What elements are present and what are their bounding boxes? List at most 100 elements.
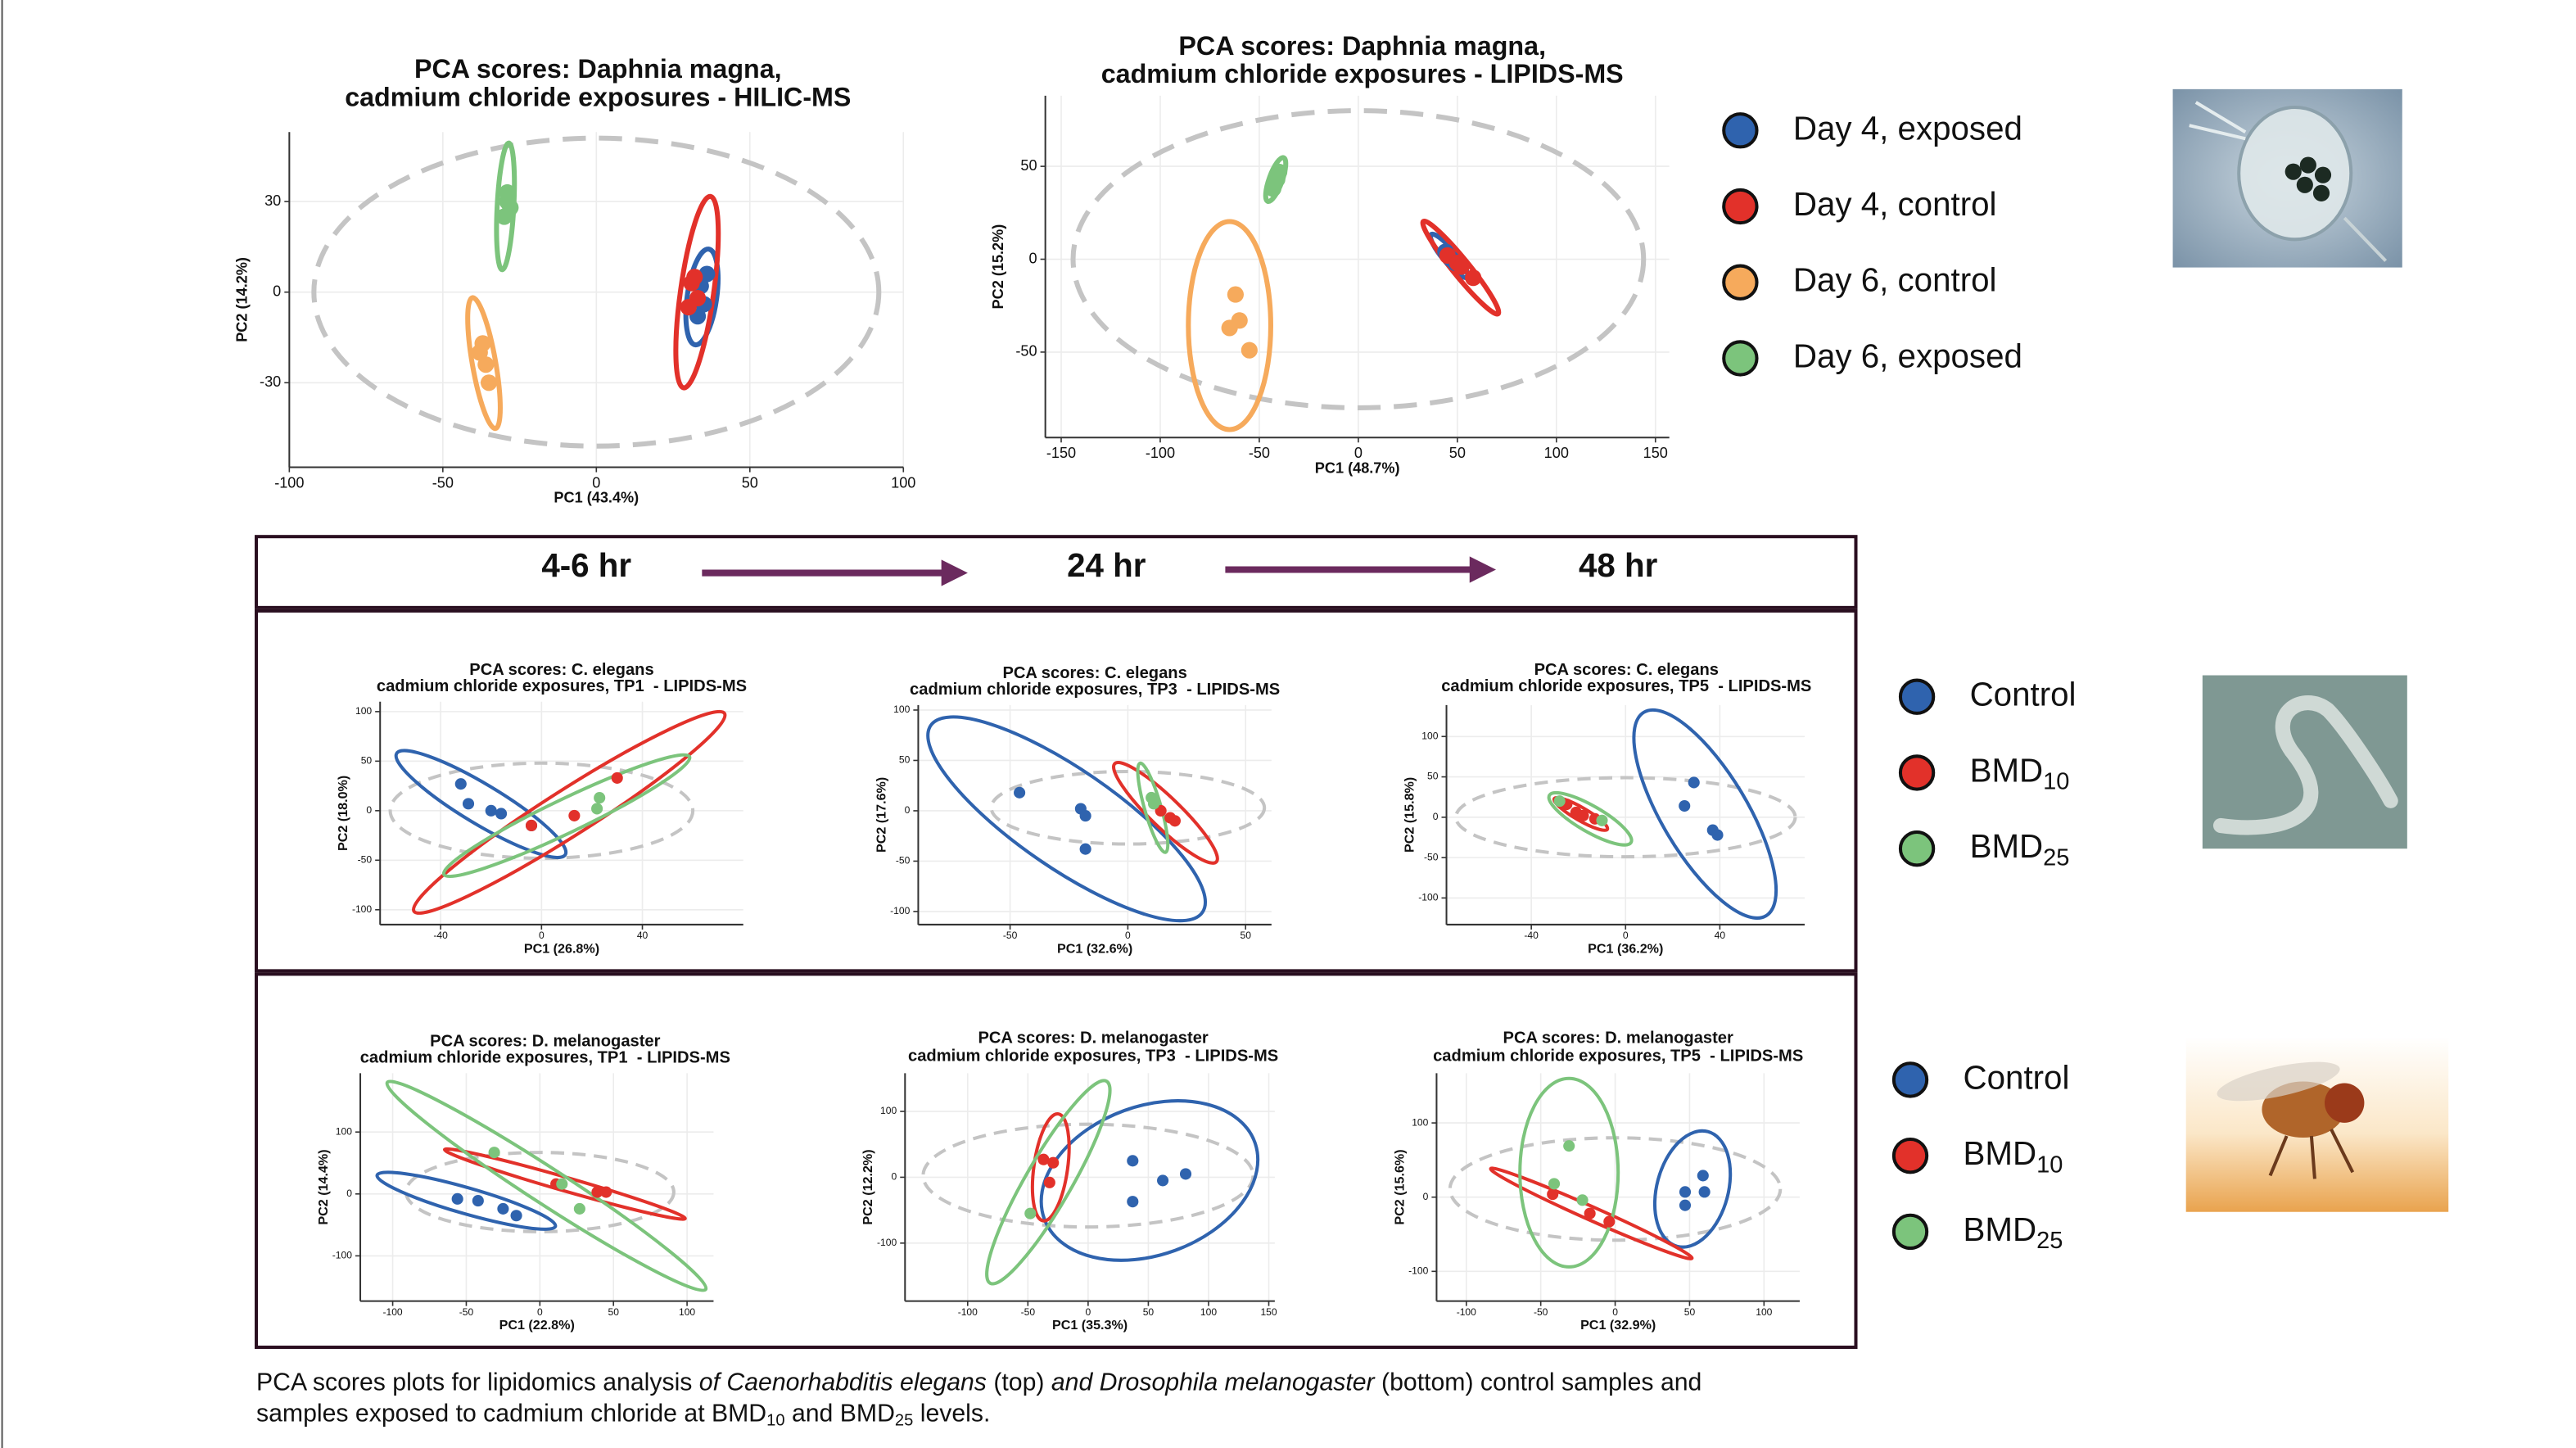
x-tick-label: -50 bbox=[1021, 1306, 1036, 1318]
y-tick-label: -100 bbox=[332, 1250, 352, 1261]
point bbox=[1155, 804, 1167, 817]
x-tick-label: 50 bbox=[1449, 445, 1466, 461]
group-ellipse bbox=[1632, 708, 1778, 920]
point bbox=[1465, 269, 1482, 287]
legend-label: Day 4, exposed bbox=[1793, 110, 2022, 147]
y-tick-label: 100 bbox=[336, 1125, 352, 1137]
point bbox=[1221, 319, 1238, 337]
point bbox=[568, 809, 581, 821]
group-ellipse bbox=[673, 193, 721, 391]
point bbox=[1697, 1170, 1709, 1182]
point bbox=[1679, 799, 1691, 812]
y-tick-label: 30 bbox=[264, 192, 281, 209]
legend-name: Day 4, exposed bbox=[1793, 110, 2022, 147]
x-axis-label: PC1 (36.2%) bbox=[1588, 941, 1663, 956]
reference-ellipse bbox=[388, 761, 695, 860]
point bbox=[556, 1178, 568, 1190]
point bbox=[495, 208, 513, 225]
chart-title: PCA scores: D. melanogaster bbox=[978, 1029, 1208, 1047]
caption-segment: PCA scores plots for lipidomics analysis bbox=[256, 1369, 699, 1396]
chart-title: cadmium chloride exposures, TP1 - LIPIDS… bbox=[360, 1049, 730, 1067]
point bbox=[1584, 1207, 1596, 1219]
x-tick-label: 50 bbox=[1240, 930, 1251, 941]
group-ellipse bbox=[465, 295, 503, 432]
x-tick-label: -40 bbox=[433, 930, 448, 941]
x-tick-label: -100 bbox=[1457, 1306, 1476, 1318]
y-tick-label: 0 bbox=[905, 804, 911, 816]
point bbox=[611, 772, 623, 784]
y-axis-label: PC2 (14.4%) bbox=[316, 1149, 331, 1224]
legend-marker bbox=[1898, 678, 1936, 715]
x-tick-label: -50 bbox=[432, 474, 454, 491]
legend-label: Day 6, control bbox=[1793, 261, 1997, 298]
y-axis-label: PC2 (12.2%) bbox=[861, 1149, 875, 1224]
legend-name: Day 6, exposed bbox=[1793, 337, 2022, 374]
legend-marker bbox=[1898, 830, 1936, 867]
x-tick-label: 0 bbox=[1354, 445, 1363, 461]
point bbox=[1596, 814, 1608, 826]
caption-line: samples exposed to cadmium chloride at B… bbox=[256, 1400, 990, 1430]
point bbox=[594, 792, 606, 804]
caption-segment: levels. bbox=[913, 1400, 990, 1428]
caption-segment: of Caenorhabditis elegans bbox=[699, 1369, 987, 1396]
point bbox=[480, 374, 498, 391]
y-tick-label: -100 bbox=[1408, 1265, 1428, 1277]
point bbox=[1147, 798, 1160, 810]
caption-segment: 10 bbox=[766, 1412, 784, 1430]
x-tick-label: -50 bbox=[1534, 1306, 1548, 1318]
caption-segment: and BMD bbox=[785, 1400, 895, 1428]
x-tick-label: -100 bbox=[274, 474, 304, 491]
legend-marker bbox=[1891, 1137, 1929, 1174]
legend-name: Day 6, control bbox=[1793, 261, 1997, 298]
timeline-label: 48 hr bbox=[1579, 547, 1658, 584]
group-ellipse bbox=[683, 247, 721, 348]
group-ellipse bbox=[441, 753, 692, 879]
arrow-head bbox=[1469, 556, 1497, 583]
point bbox=[680, 299, 697, 316]
legend-marker bbox=[1891, 1061, 1929, 1098]
group-ellipse bbox=[411, 709, 727, 915]
timeline-label: 24 hr bbox=[1067, 547, 1146, 584]
point bbox=[472, 1195, 484, 1207]
legend-name: Day 4, control bbox=[1793, 186, 1997, 223]
point bbox=[510, 1210, 522, 1222]
point bbox=[1603, 1215, 1616, 1228]
point bbox=[462, 798, 475, 810]
group-ellipse bbox=[1186, 219, 1273, 432]
y-tick-label: -50 bbox=[1424, 851, 1439, 862]
group-ellipse bbox=[375, 1170, 558, 1231]
legend-subscript: 10 bbox=[2043, 768, 2069, 794]
chart-title: PCA scores: Daphnia magna, bbox=[414, 54, 782, 84]
point bbox=[686, 269, 703, 286]
point bbox=[495, 808, 508, 820]
y-tick-label: 50 bbox=[899, 754, 911, 766]
scatter-panel: PCA scores: Daphnia magna,cadmium chlori… bbox=[234, 54, 916, 505]
group-ellipse bbox=[985, 1079, 1112, 1286]
legend-marker bbox=[1898, 754, 1936, 791]
group-ellipse bbox=[1112, 761, 1219, 865]
y-tick-label: 100 bbox=[1421, 730, 1438, 741]
plot-area bbox=[360, 1073, 714, 1301]
point bbox=[1079, 843, 1091, 855]
point bbox=[1047, 1156, 1060, 1169]
point bbox=[1179, 1168, 1192, 1180]
x-tick-label: -100 bbox=[1146, 445, 1175, 461]
y-axis-label: PC2 (17.6%) bbox=[874, 777, 888, 853]
chart-title: cadmium chloride exposures, TP3 - LIPIDS… bbox=[908, 1048, 1278, 1066]
point bbox=[451, 1192, 463, 1205]
legend-label: BMD25 bbox=[1970, 828, 2070, 871]
y-tick-label: -100 bbox=[877, 1237, 897, 1248]
y-tick-label: 50 bbox=[1020, 157, 1037, 174]
chart-title: PCA scores: C. elegans bbox=[1534, 661, 1719, 679]
point bbox=[1241, 342, 1258, 359]
legend-subscript: 10 bbox=[2036, 1152, 2063, 1178]
legend-label: Day 6, exposed bbox=[1793, 337, 2022, 374]
worm-photo bbox=[2202, 675, 2407, 849]
y-tick-label: -100 bbox=[1418, 892, 1438, 903]
x-tick-label: 0 bbox=[1612, 1306, 1618, 1318]
y-tick-label: -50 bbox=[896, 855, 911, 867]
group-ellipse bbox=[926, 715, 1208, 923]
x-axis-label: PC1 (26.8%) bbox=[524, 941, 599, 956]
